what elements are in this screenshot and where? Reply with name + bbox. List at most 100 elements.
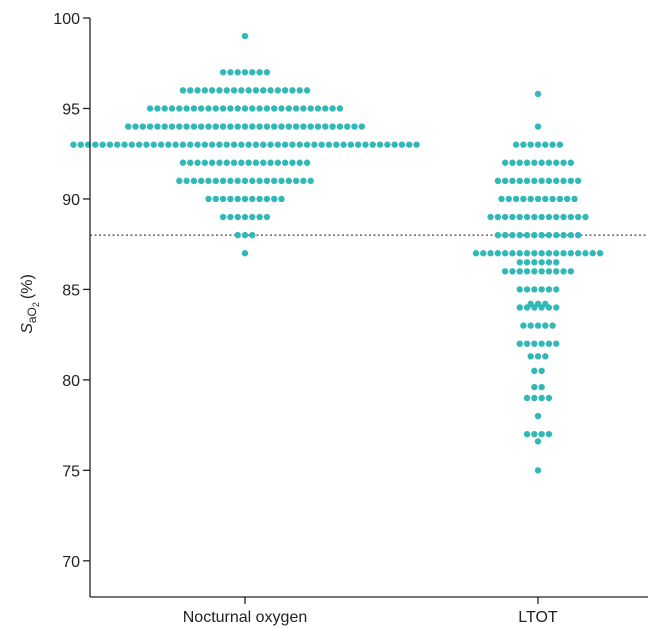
- data-point: [194, 141, 201, 148]
- data-point: [545, 304, 553, 311]
- data-point: [249, 123, 256, 130]
- data-point: [227, 105, 234, 112]
- data-point: [223, 87, 230, 94]
- data-point: [545, 259, 553, 266]
- data-point: [538, 213, 545, 221]
- data-point: [523, 231, 531, 239]
- data-point: [501, 159, 509, 166]
- data-point: [531, 367, 538, 375]
- data-point: [238, 159, 245, 166]
- data-point: [285, 123, 292, 130]
- data-point: [139, 123, 146, 130]
- data-point: [560, 177, 567, 185]
- data-point: [567, 177, 575, 185]
- data-point: [198, 105, 205, 112]
- data-point: [553, 340, 560, 347]
- data-point: [281, 141, 289, 148]
- data-point: [256, 195, 263, 203]
- data-point: [509, 213, 516, 221]
- data-point: [238, 87, 245, 94]
- data-point: [198, 177, 205, 185]
- data-point: [501, 250, 509, 257]
- data-point: [534, 123, 542, 130]
- data-point: [314, 123, 322, 130]
- data-point: [545, 250, 553, 257]
- data-point: [292, 123, 300, 130]
- data-point: [516, 250, 523, 257]
- data-point: [531, 430, 538, 438]
- data-point: [176, 177, 183, 185]
- data-point: [516, 213, 523, 221]
- data-point: [179, 141, 187, 148]
- data-point: [531, 383, 538, 391]
- data-point: [245, 87, 252, 94]
- x-tick-label: Nocturnal oxygen: [183, 609, 308, 626]
- data-point: [216, 159, 223, 166]
- data-point: [531, 304, 538, 311]
- data-point: [574, 213, 582, 221]
- data-point: [194, 159, 201, 166]
- data-point: [556, 195, 564, 203]
- data-point: [219, 105, 227, 112]
- data-point: [249, 105, 256, 112]
- data-point: [344, 123, 351, 130]
- data-point: [165, 141, 172, 148]
- data-point: [516, 159, 523, 166]
- points-layer: [70, 32, 604, 474]
- data-point: [523, 286, 531, 293]
- data-point: [157, 141, 165, 148]
- data-point: [534, 353, 542, 360]
- x-tick-label: LTOT: [518, 609, 558, 626]
- data-point: [545, 430, 553, 438]
- data-point: [292, 177, 300, 185]
- data-point: [219, 123, 227, 130]
- data-point: [336, 105, 344, 112]
- data-point: [574, 177, 582, 185]
- data-point: [212, 105, 219, 112]
- data-point: [523, 250, 531, 257]
- data-point: [505, 195, 512, 203]
- data-point: [256, 105, 263, 112]
- data-point: [501, 177, 509, 185]
- data-point: [531, 159, 538, 166]
- data-point: [201, 141, 209, 148]
- data-point: [527, 141, 534, 148]
- data-point: [516, 259, 523, 266]
- data-point: [205, 195, 212, 203]
- data-point: [318, 141, 325, 148]
- data-point: [303, 87, 311, 94]
- data-point: [168, 105, 176, 112]
- data-point: [303, 159, 311, 166]
- data-point: [128, 141, 136, 148]
- data-point: [501, 231, 509, 239]
- data-point: [567, 213, 575, 221]
- data-point: [542, 322, 549, 329]
- data-point: [256, 177, 263, 185]
- data-point: [208, 141, 216, 148]
- data-point: [523, 213, 531, 221]
- data-point: [260, 159, 267, 166]
- data-point: [267, 141, 274, 148]
- data-point: [494, 213, 502, 221]
- data-point: [480, 250, 487, 257]
- data-point: [77, 141, 84, 148]
- data-point: [406, 141, 413, 148]
- data-point: [531, 250, 538, 257]
- data-point: [582, 213, 589, 221]
- data-point: [494, 231, 502, 239]
- data-point: [201, 87, 209, 94]
- data-point: [183, 105, 190, 112]
- data-point: [589, 250, 596, 257]
- y-tick-label: 100: [53, 11, 80, 28]
- data-point: [285, 177, 292, 185]
- data-point: [567, 250, 575, 257]
- data-point: [150, 141, 157, 148]
- data-point: [274, 159, 282, 166]
- data-point: [187, 87, 194, 94]
- y-tick-label: 80: [62, 373, 80, 390]
- data-point: [556, 141, 564, 148]
- data-point: [538, 268, 545, 275]
- data-point: [534, 412, 542, 420]
- data-point: [296, 141, 303, 148]
- data-point: [369, 141, 376, 148]
